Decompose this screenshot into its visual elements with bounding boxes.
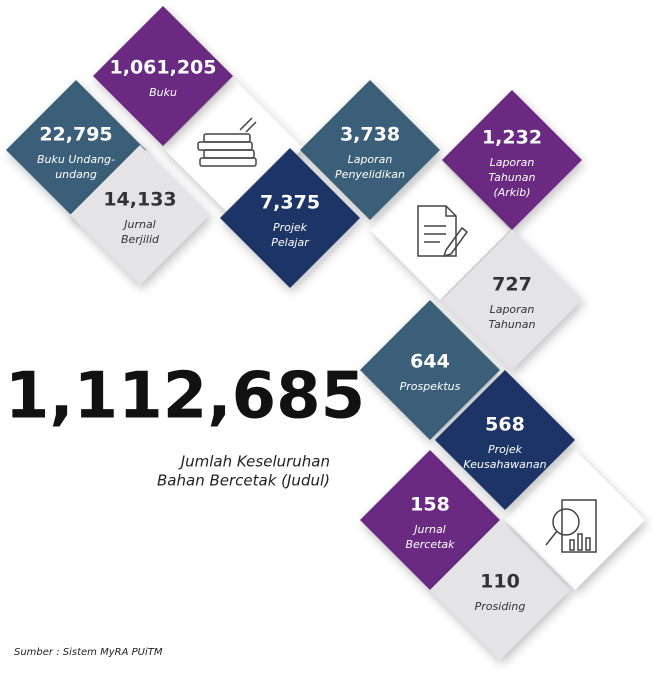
document-icon [417,205,469,258]
chart-icon [545,499,597,553]
total-caption: Bahan Bercetak (Judul) [157,472,330,490]
tile [70,145,210,285]
tile [442,90,582,230]
tile-value: 3,738 [340,124,400,146]
tile-value: 644 [410,351,450,373]
tile-label: Buku [149,86,177,99]
tile [442,230,582,370]
tile-label: Projek [488,443,523,456]
tile-label: Prosiding [475,600,526,613]
tile-label: Pelajar [271,236,310,249]
tile-label: Laporan [490,303,535,316]
tile [300,80,440,220]
tile-label: Keusahawanan [463,458,546,471]
total-value: 1,112,685 [5,360,365,434]
tile [360,300,500,440]
tile-label: Buku Undang- [37,153,115,166]
tile [430,520,570,660]
tile-value: 1,232 [482,127,542,149]
tile-label: Jurnal [122,218,156,231]
source: Sumber : Sistem MyRA PUiTM [14,647,163,658]
tile-label: Projek [273,221,308,234]
tile-label: undang [55,168,97,181]
tile-value: 727 [492,274,532,296]
tile-label: Laporan [490,156,535,169]
tile-label: Prospektus [400,380,461,393]
tile-label: Bercetak [405,538,455,551]
tile-value: 158 [410,494,450,516]
tile-label: Laporan [348,153,393,166]
icon-tile [505,450,645,590]
tile-value: 1,061,205 [110,57,217,79]
tile-label: Penyelidikan [335,168,405,181]
tile-label: Tahunan [489,318,536,331]
tile [435,370,575,510]
tile [220,148,360,288]
tile-value: 7,375 [260,192,320,214]
tile-value: 568 [485,414,525,436]
books-icon [197,117,257,167]
tile-value: 14,133 [103,189,176,211]
tile-label: (Arkib) [493,186,530,199]
tile [93,6,233,146]
tile-label: Jurnal [412,523,446,536]
tile-value: 110 [480,571,520,593]
tile-value: 22,795 [39,124,112,146]
tile-label: Tahunan [489,171,536,184]
icon-tile [370,160,510,300]
tile-label: Berjilid [121,233,160,246]
total-caption: Jumlah Keseluruhan [178,453,330,471]
